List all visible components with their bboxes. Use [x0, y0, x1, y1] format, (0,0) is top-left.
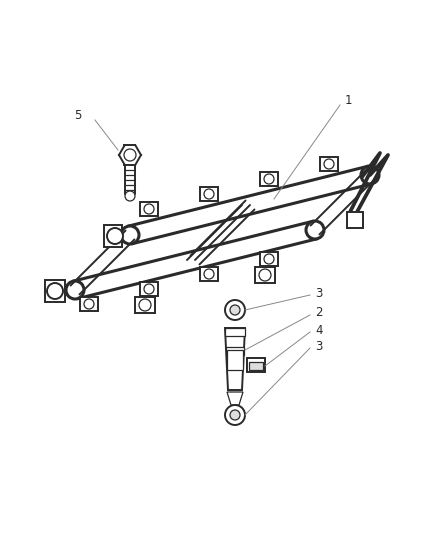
Circle shape: [225, 300, 244, 320]
Circle shape: [125, 191, 135, 201]
Bar: [226, 350, 243, 370]
Circle shape: [124, 149, 136, 161]
Bar: [135, 297, 155, 313]
Bar: [226, 347, 244, 355]
Bar: [104, 225, 122, 247]
Text: 3: 3: [314, 340, 321, 352]
Circle shape: [305, 221, 323, 239]
Bar: [319, 157, 337, 171]
Circle shape: [263, 174, 273, 184]
Text: 5: 5: [74, 109, 82, 122]
Circle shape: [204, 189, 213, 199]
Bar: [140, 282, 158, 296]
Polygon shape: [225, 328, 244, 390]
Circle shape: [121, 226, 139, 244]
Text: 1: 1: [344, 93, 352, 107]
Bar: [259, 172, 277, 186]
Circle shape: [139, 299, 151, 311]
Bar: [140, 202, 158, 216]
Circle shape: [84, 299, 94, 309]
Polygon shape: [226, 392, 243, 405]
Bar: [200, 187, 218, 201]
Circle shape: [66, 281, 84, 299]
Circle shape: [258, 269, 270, 281]
Text: 3: 3: [314, 287, 321, 300]
Circle shape: [107, 228, 123, 244]
Bar: [248, 362, 262, 370]
Circle shape: [360, 166, 378, 184]
Bar: [80, 297, 98, 311]
Bar: [200, 267, 218, 281]
Circle shape: [230, 410, 240, 420]
Bar: [254, 267, 274, 283]
Bar: [346, 212, 362, 228]
Circle shape: [230, 305, 240, 315]
Circle shape: [225, 405, 244, 425]
Bar: [259, 252, 277, 266]
Bar: [225, 328, 244, 336]
Circle shape: [144, 284, 154, 294]
Bar: [247, 358, 265, 372]
Circle shape: [323, 159, 333, 169]
Circle shape: [144, 204, 154, 214]
Circle shape: [47, 283, 63, 299]
Text: 4: 4: [314, 324, 322, 336]
Circle shape: [204, 269, 213, 279]
Text: 2: 2: [314, 306, 322, 319]
Circle shape: [263, 254, 273, 264]
Bar: [45, 280, 65, 302]
